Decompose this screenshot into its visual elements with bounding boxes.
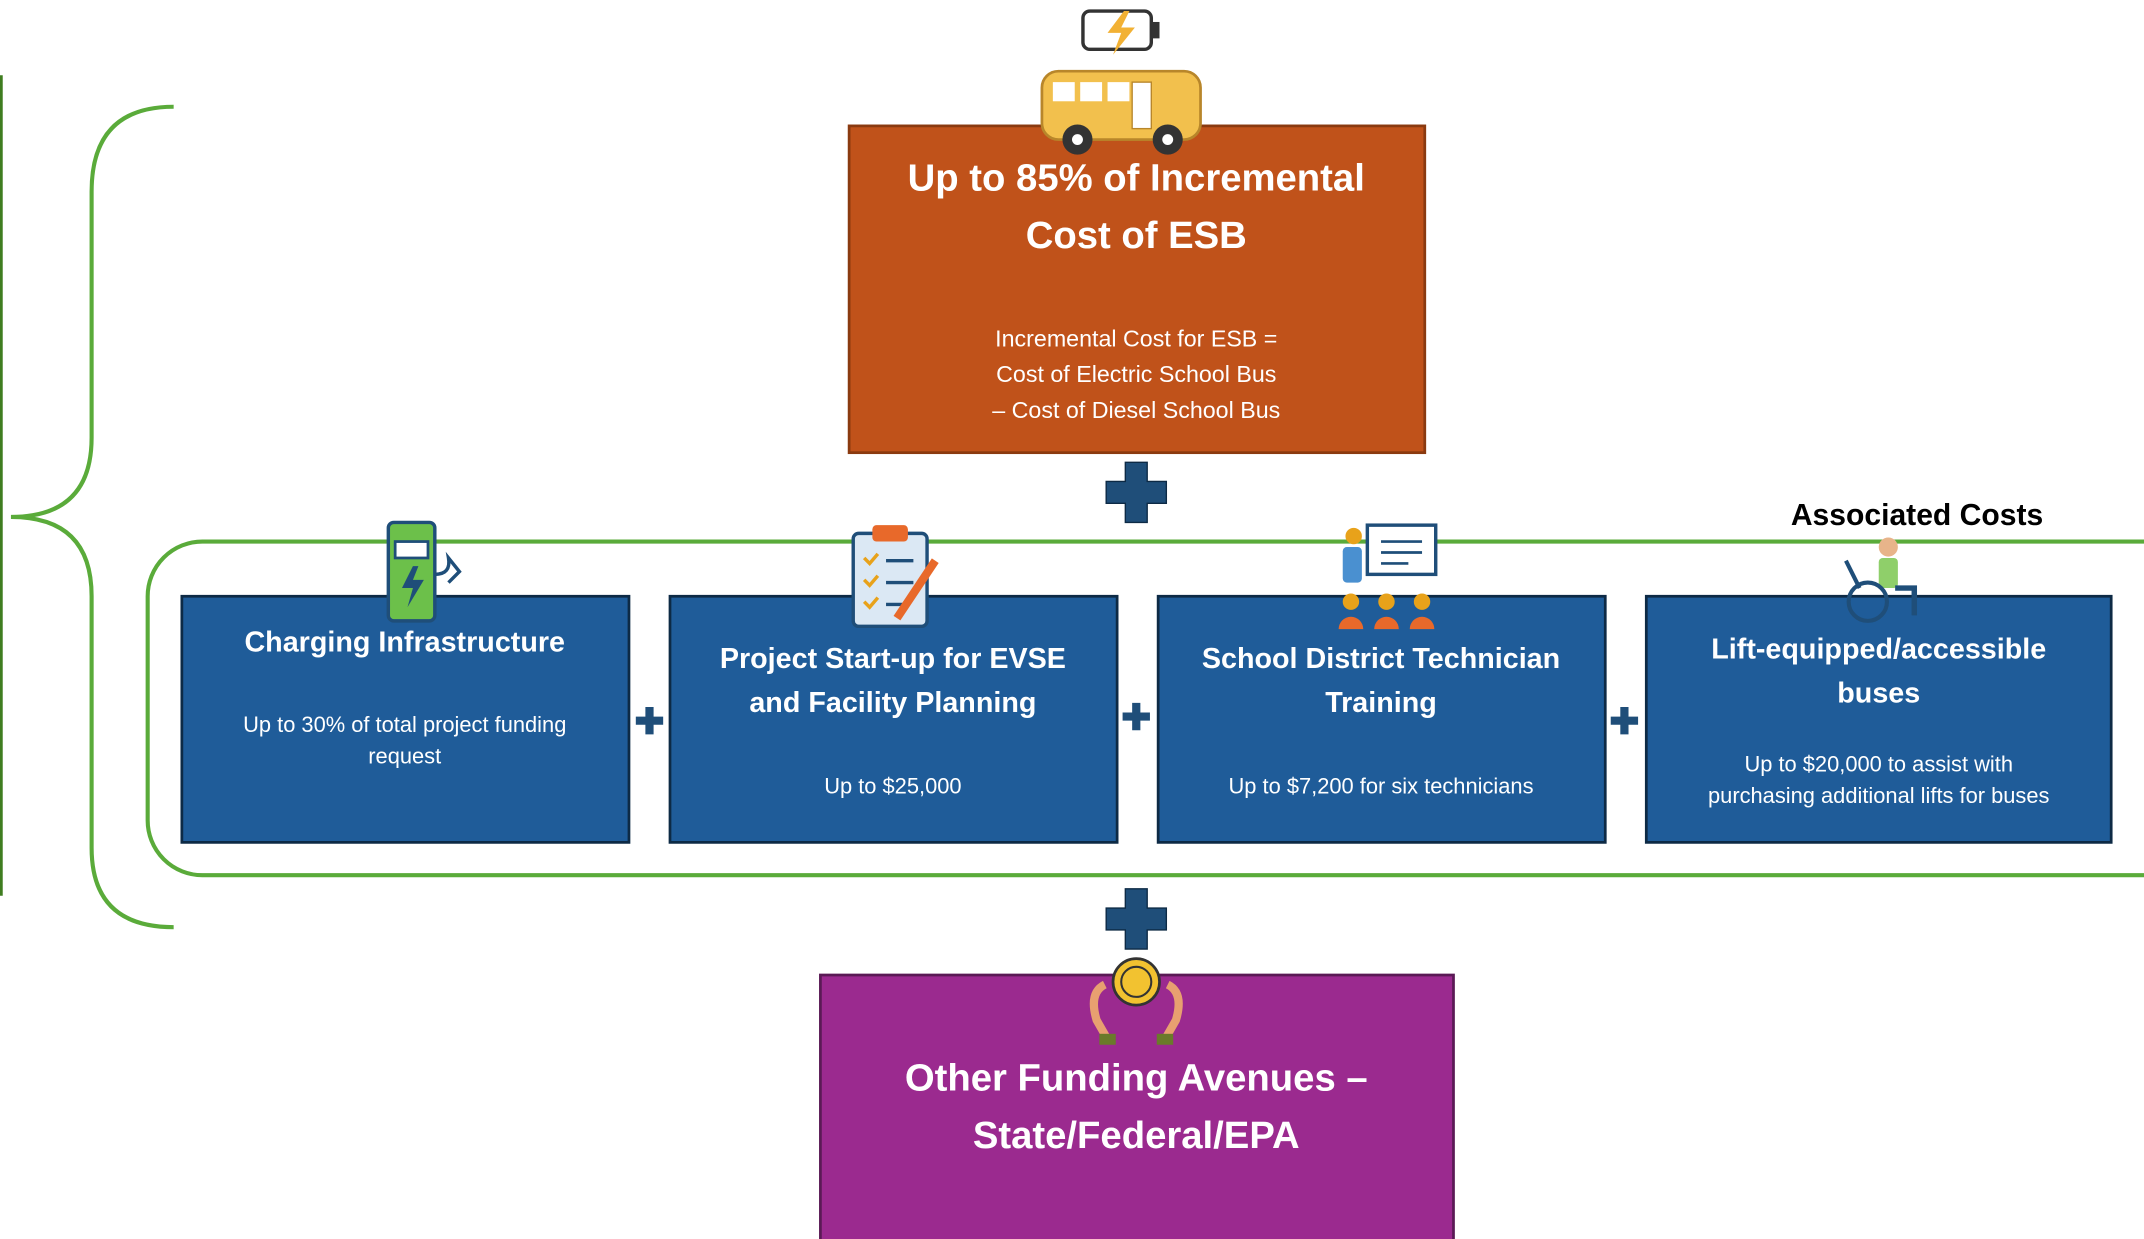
cost-title: and Facility Planning	[749, 687, 1036, 719]
cost-title: buses	[1837, 677, 1920, 709]
top-description: Cost of Electric School Bus	[996, 361, 1276, 387]
plus	[1106, 889, 1166, 949]
group-label: Associated Costs	[1791, 499, 2043, 532]
plus	[636, 707, 663, 734]
bottom-title: State/Federal/EPA	[973, 1114, 1300, 1157]
bottom-box	[820, 975, 1453, 1239]
cost-description: Up to $25,000	[824, 773, 961, 798]
top-title: Up to 85% of Incremental	[908, 157, 1365, 200]
diagram: Associated Costs Up to 85% of Incrementa…	[0, 0, 2144, 1239]
cost-description: Up to $20,000 to assist with	[1744, 752, 2013, 777]
cost-title: Project Start-up for EVSE	[720, 643, 1066, 675]
cost-description: request	[368, 743, 441, 768]
plus	[1106, 462, 1166, 522]
page: Associated Costs Up to 85% of Incrementa…	[0, 0, 2144, 1239]
bottom-title: Other Funding Avenues –	[905, 1056, 1368, 1099]
clipboard-icon	[853, 525, 935, 626]
top-description: – Cost of Diesel School Bus	[992, 397, 1280, 423]
cost-title: Charging Infrastructure	[244, 627, 565, 659]
cost-box	[1158, 596, 1605, 842]
top-title: Cost of ESB	[1026, 214, 1247, 257]
cost-description: Up to $7,200 for six technicians	[1229, 773, 1534, 798]
cost-title: School District Technician	[1202, 643, 1560, 675]
cost-description: purchasing additional lifts for buses	[1708, 783, 2050, 808]
bus-icon	[1042, 11, 1201, 155]
top-description: Incremental Cost for ESB =	[995, 326, 1277, 352]
cost-box	[670, 596, 1117, 842]
cost-title: Lift-equipped/accessible	[1711, 634, 2046, 666]
plus	[1123, 703, 1150, 730]
cost-description: Up to 30% of total project funding	[243, 712, 566, 737]
cost-title: Training	[1325, 687, 1437, 719]
plus	[1611, 707, 1638, 734]
